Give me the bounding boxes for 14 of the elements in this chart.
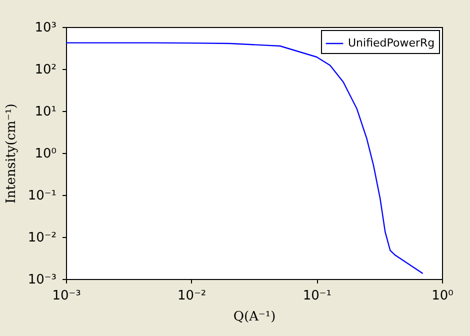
y-tick-label: 10⁰ bbox=[34, 146, 56, 162]
x-tick-label: 10⁻² bbox=[178, 288, 206, 304]
y-tick-label: 10⁻² bbox=[28, 230, 56, 246]
x-tick-label: 10⁰ bbox=[432, 288, 454, 304]
x-axis-title: Q(A⁻¹) bbox=[233, 310, 276, 324]
x-tick-label: 10⁻³ bbox=[52, 288, 81, 304]
legend-label: UnifiedPowerRg bbox=[348, 36, 435, 50]
y-tick-label: 10² bbox=[34, 62, 56, 78]
y-tick-label: 10⁻³ bbox=[28, 272, 56, 288]
x-tick-label: 10⁻¹ bbox=[302, 288, 332, 304]
y-tick-label: 10⁻¹ bbox=[28, 188, 56, 204]
y-tick-label: 10³ bbox=[34, 20, 56, 36]
y-tick-label: 10¹ bbox=[34, 104, 56, 120]
y-axis-title: Intensity(cm⁻¹) bbox=[4, 103, 19, 204]
